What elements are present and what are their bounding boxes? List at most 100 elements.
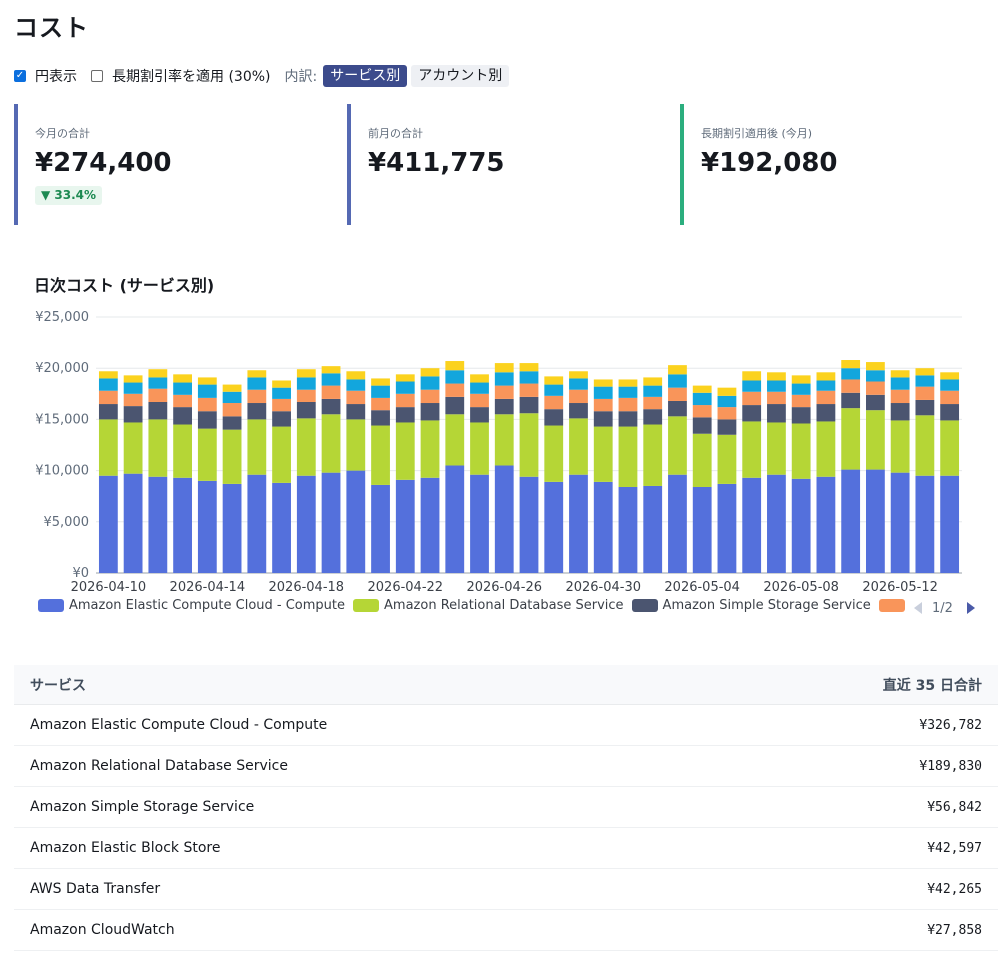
discount-toggle[interactable]: 長期割引率を適用 (30%) bbox=[91, 66, 271, 86]
bar-segment bbox=[420, 376, 440, 390]
legend-item[interactable]: Amazon Elastic Compute Cloud - Compute bbox=[38, 598, 345, 613]
y-tick-label: ¥15,000 bbox=[35, 412, 89, 427]
bar-segment bbox=[816, 380, 836, 391]
table-row: Amazon Elastic Compute Cloud - Compute ¥… bbox=[14, 705, 998, 746]
table-row: AWS Data Transfer ¥42,265 bbox=[14, 869, 998, 910]
bar-segment bbox=[371, 397, 390, 411]
yen-display-toggle[interactable]: 円表示 bbox=[14, 66, 77, 86]
cell-service: Amazon Elastic Block Store bbox=[30, 840, 221, 856]
breakdown-by-service-button[interactable]: サービス別 bbox=[323, 65, 408, 87]
bar-segment bbox=[494, 363, 514, 373]
bar-segment bbox=[841, 392, 861, 409]
cell-total: ¥27,858 bbox=[927, 922, 982, 938]
bar-segment bbox=[816, 372, 836, 381]
bar-segment bbox=[544, 376, 564, 385]
bar-segment bbox=[272, 398, 291, 412]
bar-segment bbox=[915, 475, 935, 573]
bar-segment bbox=[321, 366, 341, 374]
header-service: サービス bbox=[30, 677, 86, 694]
x-tick-label: 2026-05-08 bbox=[763, 580, 839, 595]
bar-segment bbox=[668, 374, 687, 388]
bar-segment bbox=[544, 425, 564, 482]
bar-segment bbox=[445, 361, 465, 371]
bar-segment bbox=[841, 469, 861, 573]
bar-segment bbox=[247, 370, 267, 378]
bar-segment bbox=[643, 385, 663, 397]
bar-segment bbox=[692, 405, 712, 418]
bar-segment bbox=[544, 481, 564, 573]
bar-segment bbox=[197, 397, 217, 412]
bar-segment bbox=[148, 369, 168, 378]
x-tick-label: 2026-05-12 bbox=[862, 580, 938, 595]
bar-segment bbox=[470, 374, 489, 383]
bar-segment bbox=[618, 426, 638, 487]
bar-segment bbox=[618, 386, 638, 398]
bar-segment bbox=[470, 393, 489, 408]
bar-segment bbox=[915, 368, 935, 376]
bar-segment bbox=[272, 426, 291, 483]
bar-segment bbox=[915, 386, 935, 400]
bar-segment bbox=[420, 420, 440, 478]
kpi-after-discount: 長期割引適用後 (今月) ¥192,080 bbox=[680, 104, 984, 225]
bar-segment bbox=[791, 375, 811, 384]
bar-segment bbox=[321, 398, 341, 415]
bar-segment bbox=[470, 382, 489, 394]
bar-segment bbox=[519, 476, 539, 573]
bar-segment bbox=[519, 371, 539, 384]
bar-segment bbox=[816, 476, 836, 573]
bar-segment bbox=[445, 396, 465, 415]
legend-item[interactable]: Amazon Relational Database Service bbox=[353, 598, 624, 613]
chart-title: 日次コスト (サービス別) bbox=[34, 276, 215, 295]
bar-segment bbox=[445, 383, 465, 397]
bar-segment bbox=[222, 429, 242, 484]
x-tick-label: 2026-04-10 bbox=[71, 580, 147, 595]
bar-segment bbox=[742, 380, 762, 392]
yen-display-checkbox[interactable] bbox=[14, 70, 26, 82]
legend-item[interactable]: Amazon Simple Storage Service bbox=[631, 598, 871, 613]
bar-segment bbox=[643, 409, 663, 425]
bar-segment bbox=[321, 385, 341, 399]
controls-bar: 円表示 長期割引率を適用 (30%) 内訳: サービス別 アカウント別 bbox=[14, 64, 513, 88]
bar-segment bbox=[692, 433, 712, 487]
bar-segment bbox=[866, 410, 885, 470]
discount-checkbox[interactable] bbox=[91, 70, 103, 82]
bar-segment bbox=[544, 395, 564, 410]
legend-pager: 1/2 bbox=[914, 598, 975, 618]
bar-segment bbox=[395, 393, 415, 408]
bar-segment bbox=[445, 465, 465, 573]
bar-segment bbox=[197, 480, 217, 573]
bar-segment bbox=[98, 419, 118, 476]
bar-segment bbox=[197, 428, 217, 481]
bar-segment bbox=[123, 382, 143, 394]
bar-segment bbox=[123, 473, 143, 573]
bar-segment bbox=[593, 398, 613, 412]
legend-next-icon[interactable] bbox=[966, 602, 975, 614]
bar-segment bbox=[816, 421, 836, 477]
bar-segment bbox=[420, 389, 440, 404]
bar-segment bbox=[866, 394, 885, 411]
y-tick-label: ¥5,000 bbox=[44, 515, 90, 530]
breakdown-label: 内訳: bbox=[284, 69, 318, 85]
bar-segment bbox=[395, 374, 415, 382]
bar-segment bbox=[791, 423, 811, 479]
legend-prev-icon[interactable] bbox=[914, 602, 922, 614]
legend-page-indicator: 1/2 bbox=[932, 600, 953, 616]
bar-segment bbox=[717, 419, 737, 435]
bar-segment bbox=[866, 362, 885, 371]
bar-segment bbox=[247, 474, 267, 573]
x-tick-label: 2026-04-18 bbox=[269, 580, 345, 595]
bar-segment bbox=[519, 363, 539, 372]
bar-segment bbox=[866, 469, 885, 573]
bar-segment bbox=[890, 420, 910, 473]
bar-segment bbox=[173, 394, 192, 408]
legend-item[interactable]: Amazon Elastic Block Store bbox=[878, 598, 908, 613]
breakdown-by-account-button[interactable]: アカウント別 bbox=[411, 65, 510, 87]
x-tick-label: 2026-04-30 bbox=[565, 580, 641, 595]
table-row: Amazon Simple Storage Service ¥56,842 bbox=[14, 787, 998, 828]
bar-segment bbox=[470, 422, 489, 475]
yen-display-label: 円表示 bbox=[35, 69, 77, 85]
cell-service: Amazon Elastic Compute Cloud - Compute bbox=[30, 717, 328, 733]
bar-segment bbox=[742, 421, 762, 478]
bar-segment bbox=[346, 390, 366, 405]
bar-segment bbox=[692, 385, 712, 393]
